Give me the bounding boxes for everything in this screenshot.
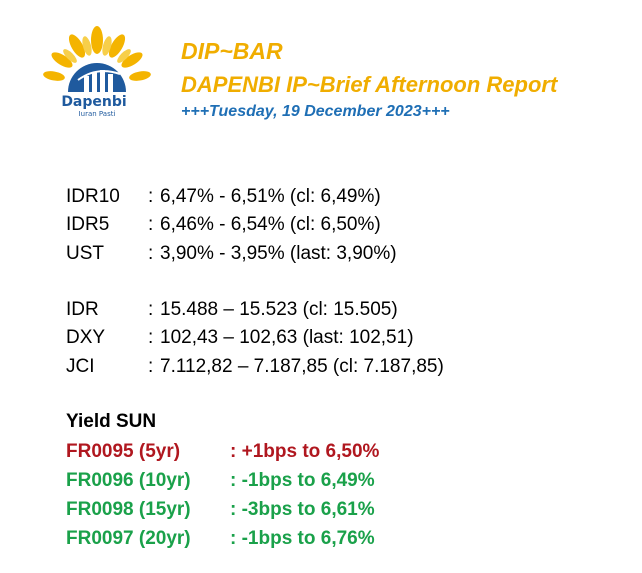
report-title: DIP~BAR bbox=[181, 38, 283, 64]
idr10-label: IDR10 bbox=[66, 186, 120, 207]
jci-separator: : bbox=[148, 356, 154, 377]
jci-label: JCI bbox=[66, 356, 95, 377]
report-subtitle: DAPENBI IP~Brief Afternoon Report bbox=[181, 72, 558, 97]
fr0095-code: FR0095 (5yr) bbox=[66, 441, 181, 462]
idr-label: IDR bbox=[66, 299, 99, 320]
fr0098-row: FR0098 (15yr) : -3bps to 6,61% bbox=[66, 499, 375, 521]
jci-row: JCI:7.112,82 – 7.187,85 (cl: 7.187,85) bbox=[66, 356, 444, 378]
fr0098-code: FR0098 (15yr) bbox=[66, 499, 191, 520]
dxy-row: DXY:102,43 – 102,63 (last: 102,51) bbox=[66, 327, 414, 349]
idr-separator: : bbox=[148, 299, 154, 320]
idr5-row: IDR5:6,46% - 6,54% (cl: 6,50%) bbox=[66, 214, 381, 236]
ust-row: UST:3,90% - 3,95% (last: 3,90%) bbox=[66, 243, 397, 265]
yield-sun-heading: Yield SUN bbox=[66, 411, 157, 432]
logo-tagline: Iuran Pasti bbox=[78, 110, 116, 118]
dxy-separator: : bbox=[148, 327, 154, 348]
fr0097-value: : -1bps to 6,76% bbox=[230, 528, 375, 549]
ust-label: UST bbox=[66, 243, 104, 264]
fr0095-row: FR0095 (5yr) : +1bps to 6,50% bbox=[66, 441, 379, 463]
fr0096-value: : -1bps to 6,49% bbox=[230, 470, 375, 491]
idr-value: 15.488 – 15.523 (cl: 15.505) bbox=[160, 299, 398, 320]
ust-value: 3,90% - 3,95% (last: 3,90%) bbox=[160, 243, 397, 264]
fr0095-value: : +1bps to 6,50% bbox=[230, 441, 380, 462]
dapenbi-logo: Dapenbi Iuran Pasti bbox=[34, 26, 160, 126]
jci-value: 7.112,82 – 7.187,85 (cl: 7.187,85) bbox=[160, 356, 444, 377]
fr0097-row: FR0097 (20yr) : -1bps to 6,76% bbox=[66, 528, 375, 550]
dxy-value: 102,43 – 102,63 (last: 102,51) bbox=[160, 327, 414, 348]
report-date: +++Tuesday, 19 December 2023+++ bbox=[181, 103, 450, 120]
idr10-row: IDR10:6,47% - 6,51% (cl: 6,49%) bbox=[66, 186, 381, 208]
idr10-separator: : bbox=[148, 186, 154, 207]
idr-row: IDR:15.488 – 15.523 (cl: 15.505) bbox=[66, 299, 398, 321]
fr0098-value: : -3bps to 6,61% bbox=[230, 499, 375, 520]
fr0096-row: FR0096 (10yr) : -1bps to 6,49% bbox=[66, 470, 375, 492]
ust-separator: : bbox=[148, 243, 154, 264]
idr5-separator: : bbox=[148, 214, 154, 235]
sunburst-logo-icon bbox=[43, 26, 151, 92]
dxy-label: DXY bbox=[66, 327, 106, 348]
idr10-value: 6,47% - 6,51% (cl: 6,49%) bbox=[160, 186, 381, 207]
logo-name: Dapenbi bbox=[61, 94, 127, 110]
fr0097-code: FR0097 (20yr) bbox=[66, 528, 191, 549]
idr5-value: 6,46% - 6,54% (cl: 6,50%) bbox=[160, 214, 381, 235]
idr5-label: IDR5 bbox=[66, 214, 110, 235]
fr0096-code: FR0096 (10yr) bbox=[66, 470, 191, 491]
